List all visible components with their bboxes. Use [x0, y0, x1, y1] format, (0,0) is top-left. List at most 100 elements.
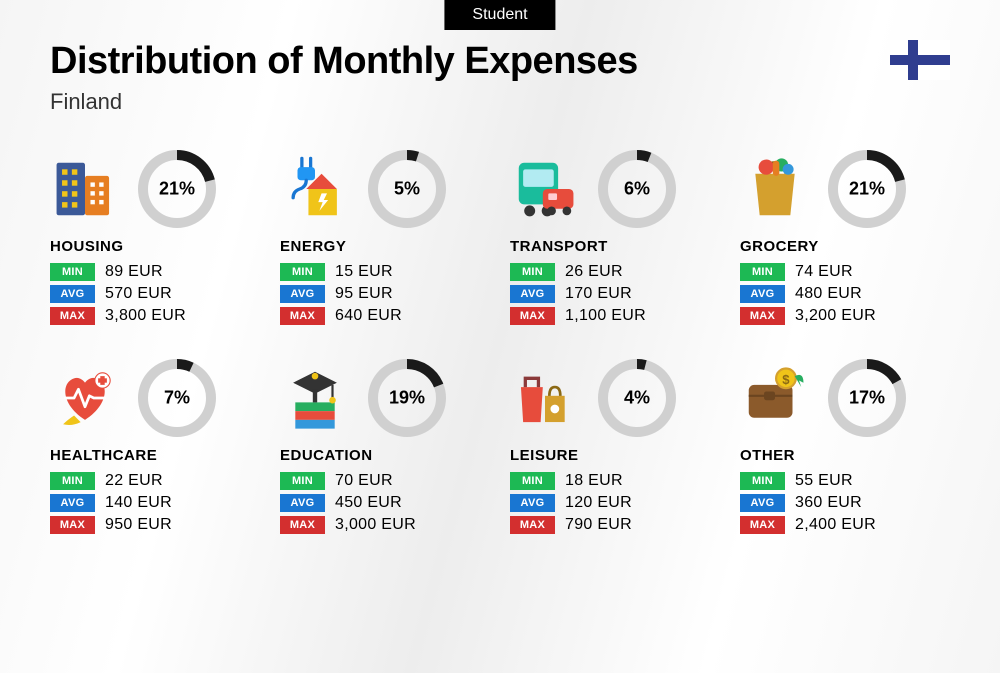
max-value: 950 EUR — [105, 516, 172, 534]
percent-ring: 4% — [598, 359, 676, 437]
percent-label: 6% — [624, 179, 650, 200]
category-label: EDUCATION — [280, 447, 490, 464]
min-badge: MIN — [280, 263, 325, 281]
percent-ring: 19% — [368, 359, 446, 437]
percent-label: 19% — [389, 388, 425, 409]
category-card-other: $17% OTHER MIN 55 EUR AVG 360 EUR MAX 2,400 EUR — [740, 359, 950, 538]
avg-badge: AVG — [510, 285, 555, 303]
max-badge: MAX — [280, 307, 325, 325]
min-value: 26 EUR — [565, 263, 623, 281]
country-flag-icon — [890, 40, 950, 85]
avg-value: 170 EUR — [565, 285, 632, 303]
education-icon — [280, 363, 350, 433]
max-badge: MAX — [280, 516, 325, 534]
percent-label: 7% — [164, 388, 190, 409]
category-card-housing: 21% HOUSING MIN 89 EUR AVG 570 EUR MAX 3,800 EU… — [50, 150, 260, 329]
max-badge: MAX — [740, 307, 785, 325]
percent-ring: 21% — [828, 150, 906, 228]
percent-label: 21% — [159, 179, 195, 200]
value-rows: MIN 55 EUR AVG 360 EUR MAX 2,400 EUR — [740, 472, 950, 534]
min-badge: MIN — [50, 472, 95, 490]
avg-badge: AVG — [510, 494, 555, 512]
avg-badge: AVG — [50, 285, 95, 303]
max-value: 640 EUR — [335, 307, 402, 325]
category-label: TRANSPORT — [510, 238, 720, 255]
min-value: 15 EUR — [335, 263, 393, 281]
percent-label: 17% — [849, 388, 885, 409]
category-label: GROCERY — [740, 238, 950, 255]
avg-badge: AVG — [280, 285, 325, 303]
category-card-grocery: 21% GROCERY MIN 74 EUR AVG 480 EUR MAX 3,200 EU… — [740, 150, 950, 329]
category-label: HEALTHCARE — [50, 447, 260, 464]
max-value: 2,400 EUR — [795, 516, 876, 534]
max-badge: MAX — [50, 307, 95, 325]
min-badge: MIN — [50, 263, 95, 281]
avg-value: 450 EUR — [335, 494, 402, 512]
infographic-page: Student Distribution of Monthly Expenses… — [0, 0, 1000, 673]
max-badge: MAX — [510, 516, 555, 534]
min-value: 55 EUR — [795, 472, 853, 490]
category-label: LEISURE — [510, 447, 720, 464]
max-badge: MAX — [740, 516, 785, 534]
max-badge: MAX — [510, 307, 555, 325]
category-label: OTHER — [740, 447, 950, 464]
category-label: HOUSING — [50, 238, 260, 255]
value-rows: MIN 26 EUR AVG 170 EUR MAX 1,100 EUR — [510, 263, 720, 325]
percent-ring: 7% — [138, 359, 216, 437]
avg-value: 120 EUR — [565, 494, 632, 512]
value-rows: MIN 18 EUR AVG 120 EUR MAX 790 EUR — [510, 472, 720, 534]
page-subtitle: Finland — [50, 89, 950, 115]
transport-icon — [510, 154, 580, 224]
min-badge: MIN — [510, 263, 555, 281]
min-value: 18 EUR — [565, 472, 623, 490]
energy-icon — [280, 154, 350, 224]
building-icon — [50, 154, 120, 224]
avg-badge: AVG — [50, 494, 95, 512]
percent-ring: 6% — [598, 150, 676, 228]
max-value: 1,100 EUR — [565, 307, 646, 325]
audience-tag: Student — [444, 0, 555, 30]
min-badge: MIN — [280, 472, 325, 490]
percent-label: 21% — [849, 179, 885, 200]
percent-ring: 5% — [368, 150, 446, 228]
percent-label: 4% — [624, 388, 650, 409]
value-rows: MIN22 EURAVG140 EURMAX950 EUR — [50, 472, 260, 534]
avg-badge: AVG — [740, 494, 785, 512]
leisure-icon — [510, 363, 580, 433]
min-value: 74 EUR — [795, 263, 853, 281]
max-value: 3,800 EUR — [105, 307, 186, 325]
max-value: 3,200 EUR — [795, 307, 876, 325]
avg-value: 480 EUR — [795, 285, 862, 303]
avg-value: 360 EUR — [795, 494, 862, 512]
category-card-transport: 6% TRANSPORT MIN 26 EUR AVG 170 EUR MAX 1,100 E… — [510, 150, 720, 329]
other-icon: $ — [740, 363, 810, 433]
category-card-education: 19% EDUCATION MIN 70 EUR AVG 450 EUR MAX 3,000 … — [280, 359, 490, 538]
min-value: 22 EUR — [105, 472, 163, 490]
avg-badge: AVG — [740, 285, 785, 303]
percent-ring: 21% — [138, 150, 216, 228]
max-value: 790 EUR — [565, 516, 632, 534]
svg-text:$: $ — [782, 372, 790, 387]
value-rows: MIN 89 EUR AVG 570 EUR MAX 3,800 EUR — [50, 263, 260, 325]
value-rows: MIN 15 EUR AVG 95 EUR MAX 640 EUR — [280, 263, 490, 325]
value-rows: MIN 74 EUR AVG 480 EUR MAX 3,200 EUR — [740, 263, 950, 325]
category-card-leisure: 4% LEISURE MIN 18 EUR AVG 120 EUR MAX 790 EUR — [510, 359, 720, 538]
avg-value: 95 EUR — [335, 285, 393, 303]
percent-label: 5% — [394, 179, 420, 200]
category-card-healthcare: 7%HEALTHCAREMIN22 EURAVG140 EURMAX950 EU… — [50, 359, 260, 538]
min-value: 89 EUR — [105, 263, 163, 281]
healthcare-icon — [50, 363, 120, 433]
min-badge: MIN — [740, 472, 785, 490]
min-value: 70 EUR — [335, 472, 393, 490]
category-card-energy: 5% ENERGY MIN 15 EUR AVG 95 EUR MAX 640 EUR — [280, 150, 490, 329]
category-label: ENERGY — [280, 238, 490, 255]
percent-ring: 17% — [828, 359, 906, 437]
max-value: 3,000 EUR — [335, 516, 416, 534]
max-badge: MAX — [50, 516, 95, 534]
category-grid: 21% HOUSING MIN 89 EUR AVG 570 EUR MAX 3,800 EU… — [50, 150, 950, 538]
avg-value: 570 EUR — [105, 285, 172, 303]
value-rows: MIN 70 EUR AVG 450 EUR MAX 3,000 EUR — [280, 472, 490, 534]
min-badge: MIN — [740, 263, 785, 281]
min-badge: MIN — [510, 472, 555, 490]
avg-badge: AVG — [280, 494, 325, 512]
